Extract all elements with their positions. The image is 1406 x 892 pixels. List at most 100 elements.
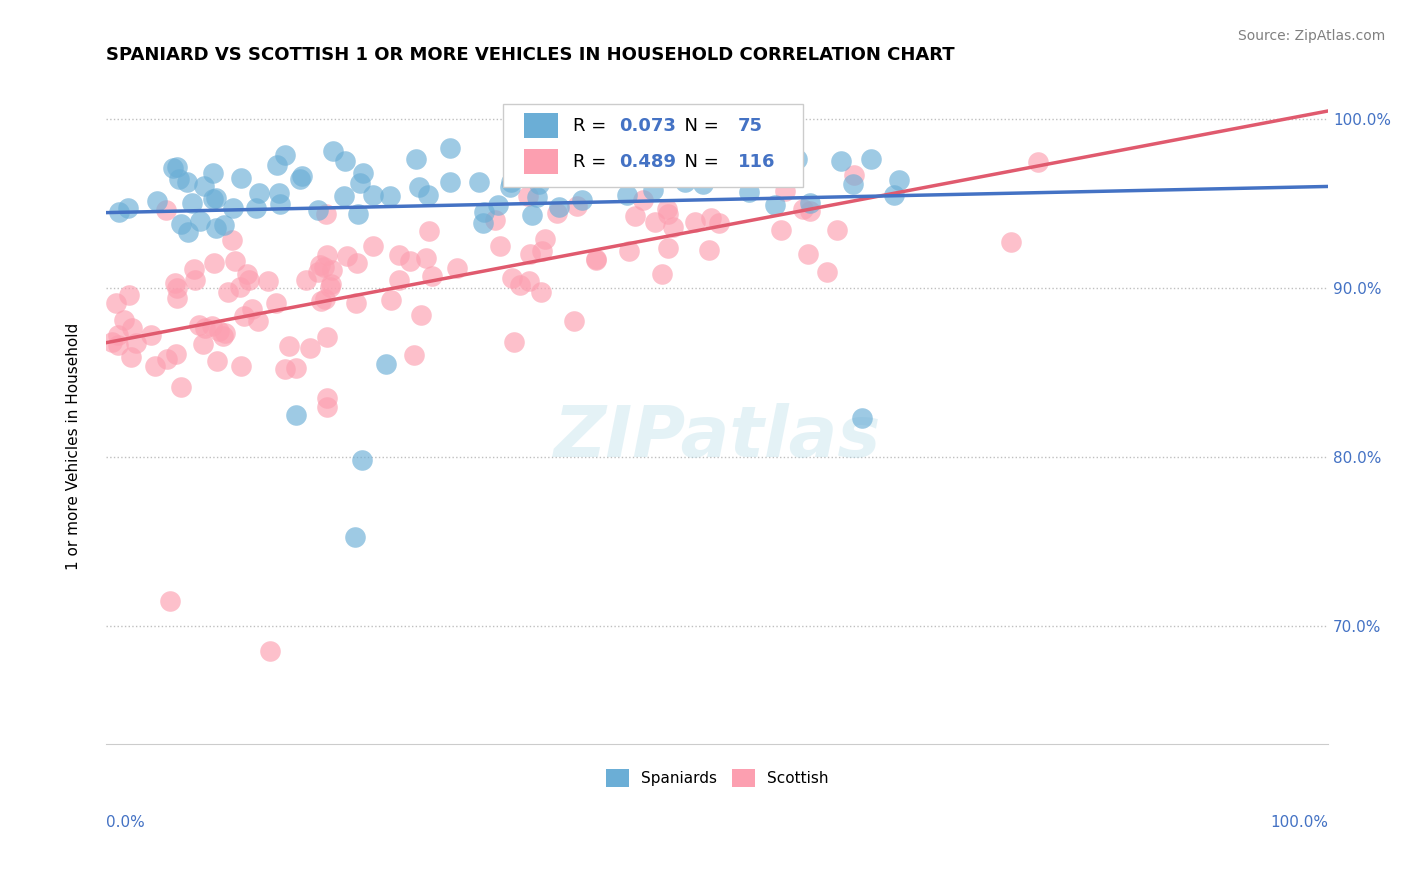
Point [792, 202, 814, 216]
Point [315, 330, 337, 344]
Point [159, 593, 181, 607]
Point [205, 191, 228, 205]
Point [522, 208, 544, 222]
Point [143, 359, 166, 373]
Point [221, 233, 243, 247]
Point [617, 244, 640, 259]
Point [567, 199, 589, 213]
Point [380, 293, 402, 307]
Point [105, 296, 128, 310]
Text: R =: R = [574, 153, 612, 170]
Point [259, 644, 281, 658]
Point [644, 215, 666, 229]
Point [247, 186, 270, 200]
Point [322, 144, 344, 158]
Point [277, 338, 299, 352]
Point [167, 172, 190, 186]
Point [238, 273, 260, 287]
Text: 116: 116 [738, 153, 776, 170]
Point [166, 281, 188, 295]
Point [546, 205, 568, 219]
Point [363, 187, 385, 202]
Point [399, 254, 422, 268]
Point [624, 209, 647, 223]
Point [1000, 235, 1022, 249]
Point [288, 172, 311, 186]
Point [546, 163, 568, 178]
Point [769, 223, 792, 237]
Point [349, 176, 371, 190]
Point [631, 193, 654, 207]
Point [224, 254, 246, 268]
Point [763, 197, 786, 211]
Text: N =: N = [673, 117, 724, 135]
Point [165, 277, 187, 291]
Point [697, 244, 720, 258]
Point [291, 169, 314, 183]
Point [125, 335, 148, 350]
Point [246, 314, 269, 328]
Point [183, 261, 205, 276]
Point [229, 279, 252, 293]
Point [229, 171, 252, 186]
Point [170, 217, 193, 231]
Point [378, 189, 401, 203]
Point [700, 211, 723, 225]
Point [201, 166, 224, 180]
Point [418, 224, 440, 238]
Point [274, 148, 297, 162]
Point [205, 220, 228, 235]
Point [530, 157, 553, 171]
Point [193, 178, 215, 193]
Point [298, 342, 321, 356]
Point [416, 188, 439, 202]
Point [707, 216, 730, 230]
Point [786, 153, 808, 167]
Point [883, 188, 905, 202]
Text: 1 or more Vehicles in Household: 1 or more Vehicles in Household [66, 322, 80, 570]
Point [318, 279, 340, 293]
Point [571, 193, 593, 207]
Point [207, 353, 229, 368]
Point [468, 175, 491, 189]
Point [859, 152, 882, 166]
Point [405, 152, 427, 166]
Point [387, 248, 409, 262]
Point [499, 180, 522, 194]
Point [657, 202, 679, 216]
Point [309, 258, 332, 272]
Point [657, 207, 679, 221]
Point [662, 148, 685, 162]
Point [294, 273, 316, 287]
Point [188, 214, 211, 228]
Point [315, 207, 337, 221]
Point [346, 256, 368, 270]
Point [773, 184, 796, 198]
Point [245, 201, 267, 215]
Point [662, 220, 685, 235]
Point [830, 153, 852, 168]
Point [422, 268, 444, 283]
Point [257, 274, 280, 288]
Point [315, 391, 337, 405]
Point [352, 453, 374, 467]
Point [388, 273, 411, 287]
Text: 0.489: 0.489 [620, 153, 676, 170]
Text: Source: ZipAtlas.com: Source: ZipAtlas.com [1237, 29, 1385, 44]
Point [307, 202, 329, 217]
Point [101, 335, 124, 350]
Point [735, 160, 758, 174]
Point [817, 265, 839, 279]
Point [585, 252, 607, 266]
Point [562, 314, 585, 328]
Point [312, 260, 335, 274]
Point [214, 326, 236, 340]
Point [146, 194, 169, 208]
Text: 75: 75 [738, 117, 763, 135]
Point [409, 308, 432, 322]
Point [181, 196, 204, 211]
Text: SPANIARD VS SCOTTISH 1 OR MORE VEHICLES IN HOUSEHOLD CORRELATION CHART: SPANIARD VS SCOTTISH 1 OR MORE VEHICLES … [107, 46, 955, 64]
Point [827, 222, 849, 236]
Point [176, 175, 198, 189]
Point [374, 357, 396, 371]
